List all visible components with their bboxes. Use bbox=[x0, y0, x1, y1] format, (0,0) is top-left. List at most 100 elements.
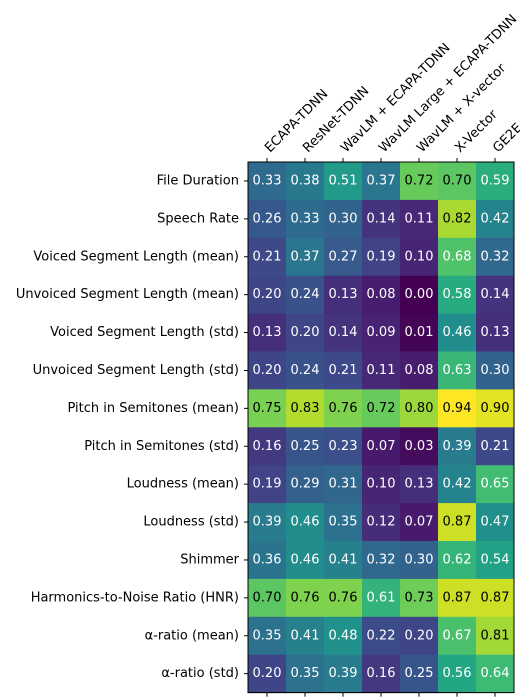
cell-value: 0.90 bbox=[481, 401, 510, 416]
heatmap-cell bbox=[248, 427, 287, 466]
heatmap-cell bbox=[286, 199, 325, 239]
cell-value: 0.13 bbox=[329, 287, 358, 302]
cell-value: 0.00 bbox=[405, 287, 434, 302]
cell-value: 0.19 bbox=[253, 477, 282, 492]
heatmap-cell bbox=[286, 616, 325, 656]
cell-value: 0.12 bbox=[367, 515, 396, 530]
column-label: GE2E bbox=[490, 121, 520, 156]
heatmap-cell bbox=[362, 162, 401, 201]
cell-value: 0.72 bbox=[367, 401, 396, 416]
cell-value: 0.03 bbox=[405, 439, 434, 454]
cell-value: 0.25 bbox=[291, 439, 320, 454]
cell-value: 0.35 bbox=[291, 666, 320, 681]
heatmap-cell bbox=[438, 275, 477, 315]
cell-value: 0.21 bbox=[253, 249, 282, 264]
cell-value: 0.10 bbox=[405, 249, 434, 264]
heatmap-cell bbox=[286, 313, 325, 352]
cell-value: 0.51 bbox=[329, 173, 358, 188]
heatmap-cells bbox=[248, 162, 515, 694]
cell-value: 0.37 bbox=[367, 173, 396, 188]
heatmap-cell bbox=[400, 427, 439, 466]
cell-value: 0.19 bbox=[367, 249, 396, 264]
cell-value: 0.24 bbox=[291, 363, 320, 378]
cell-value: 0.07 bbox=[367, 439, 396, 454]
heatmap-cell bbox=[400, 389, 439, 428]
heatmap-cell bbox=[362, 427, 401, 466]
heatmap-cell bbox=[248, 578, 287, 618]
cell-value: 0.20 bbox=[253, 287, 282, 302]
heatmap-cell bbox=[476, 351, 515, 390]
heatmap-cell bbox=[438, 313, 477, 352]
row-label: Voiced Segment Length (mean) bbox=[33, 249, 239, 264]
heatmap-cell bbox=[286, 237, 325, 277]
heatmap-cell bbox=[400, 578, 439, 618]
cell-value: 0.63 bbox=[443, 363, 472, 378]
cell-value: 0.46 bbox=[291, 515, 320, 530]
cell-value: 0.48 bbox=[329, 628, 358, 643]
heatmap-cell bbox=[324, 616, 363, 656]
heatmap-cell bbox=[286, 275, 325, 315]
heatmap-cell bbox=[286, 578, 325, 618]
cell-value: 0.13 bbox=[405, 477, 434, 492]
cell-value: 0.38 bbox=[291, 173, 320, 188]
row-label: α-ratio (mean) bbox=[145, 628, 239, 643]
cell-value-labels: 0.33 0.38 0.51 0.37 0.72 0.70 0.59 0.26 0.33 0.30… bbox=[253, 173, 510, 681]
heatmap-cell bbox=[248, 313, 287, 352]
cell-value: 0.80 bbox=[405, 401, 434, 416]
cell-value: 0.22 bbox=[367, 628, 396, 643]
heatmap-cell bbox=[324, 541, 363, 580]
heatmap-cell bbox=[438, 616, 477, 656]
cell-value: 0.30 bbox=[405, 552, 434, 567]
heatmap-cell bbox=[476, 465, 515, 504]
cell-value: 0.31 bbox=[329, 477, 358, 492]
cell-value: 0.94 bbox=[443, 401, 472, 416]
cell-value: 0.33 bbox=[291, 211, 320, 226]
heatmap-cell bbox=[248, 541, 287, 580]
cell-value: 0.10 bbox=[367, 477, 396, 492]
heatmap-cell bbox=[286, 465, 325, 504]
heatmap-cell bbox=[362, 313, 401, 352]
cell-value: 0.67 bbox=[443, 628, 472, 643]
heatmap-cell bbox=[476, 578, 515, 618]
heatmap-cell bbox=[286, 162, 325, 201]
heatmap-cell bbox=[362, 616, 401, 656]
row-label: File Duration bbox=[157, 173, 239, 188]
heatmap-cell bbox=[324, 654, 363, 694]
heatmap-cell bbox=[438, 503, 477, 542]
plot-frame bbox=[247, 161, 515, 694]
heatmap-cell bbox=[476, 237, 515, 277]
cell-value: 0.42 bbox=[481, 211, 510, 226]
cell-value: 0.14 bbox=[481, 287, 510, 302]
cell-value: 0.16 bbox=[253, 439, 282, 454]
row-label: α-ratio (std) bbox=[161, 666, 239, 681]
cell-value: 0.13 bbox=[253, 325, 282, 340]
heatmap-cell bbox=[362, 654, 401, 694]
heatmap-cell bbox=[248, 237, 287, 277]
heatmap-cell bbox=[324, 503, 363, 542]
heatmap-cell bbox=[400, 616, 439, 656]
heatmap-cell bbox=[286, 541, 325, 580]
cell-value: 0.08 bbox=[405, 363, 434, 378]
cell-value: 0.83 bbox=[291, 401, 320, 416]
cell-value: 0.58 bbox=[443, 287, 472, 302]
heatmap-cell bbox=[400, 199, 439, 239]
cell-value: 0.21 bbox=[329, 363, 358, 378]
heatmap-cell bbox=[400, 541, 439, 580]
heatmap-cell bbox=[476, 616, 515, 656]
heatmap-cell bbox=[476, 313, 515, 352]
cell-value: 0.21 bbox=[481, 439, 510, 454]
cell-value: 0.20 bbox=[253, 666, 282, 681]
cell-value: 0.59 bbox=[481, 173, 510, 188]
heatmap-cell bbox=[324, 275, 363, 315]
cell-value: 0.35 bbox=[329, 515, 358, 530]
heatmap-cell bbox=[438, 427, 477, 466]
heatmap-cell bbox=[248, 465, 287, 504]
heatmap-cell bbox=[362, 275, 401, 315]
heatmap-cell bbox=[286, 427, 325, 466]
cell-value: 0.26 bbox=[253, 211, 282, 226]
heatmap-cell bbox=[400, 351, 439, 390]
heatmap-cell bbox=[286, 389, 325, 428]
column-label: ResNet-TDNN bbox=[300, 84, 372, 156]
row-label: Shimmer bbox=[180, 552, 239, 567]
